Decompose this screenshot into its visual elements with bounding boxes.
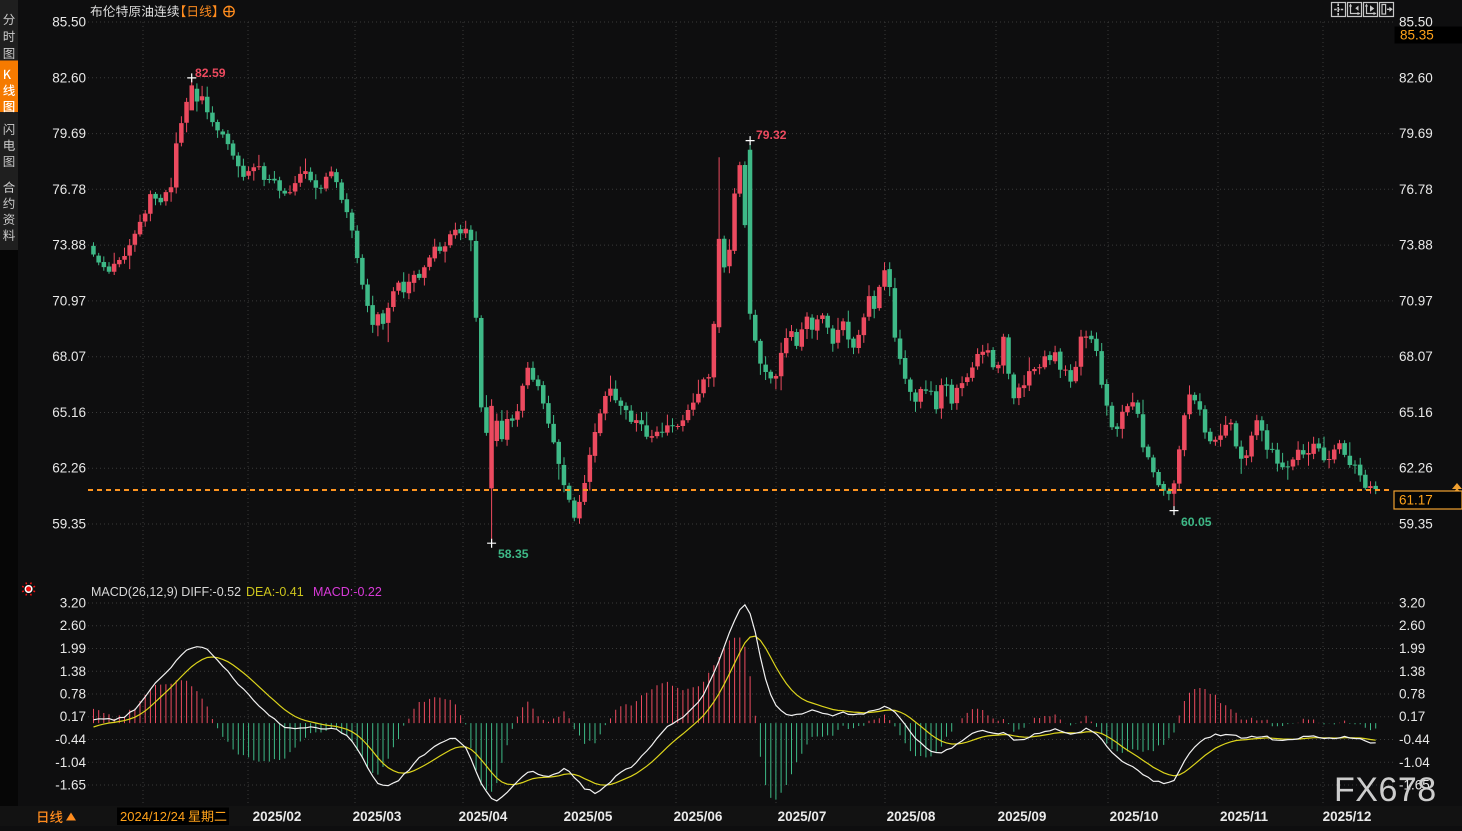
svg-text:-0.44: -0.44	[1399, 732, 1430, 747]
svg-text:3.20: 3.20	[1399, 596, 1425, 611]
svg-text:62.26: 62.26	[1399, 461, 1433, 476]
svg-text:2025/08: 2025/08	[887, 809, 936, 824]
svg-text:-1.04: -1.04	[1399, 755, 1430, 770]
svg-text:70.97: 70.97	[1399, 293, 1433, 308]
svg-text:2025/09: 2025/09	[998, 809, 1047, 824]
svg-text:2024/12/24: 2024/12/24	[120, 809, 185, 824]
svg-text:82.60: 82.60	[1399, 70, 1433, 85]
svg-text:70.97: 70.97	[52, 293, 86, 308]
svg-text:0.17: 0.17	[1399, 709, 1425, 724]
svg-text:-1.04: -1.04	[55, 755, 86, 770]
svg-text:59.35: 59.35	[52, 517, 86, 532]
svg-text:79.69: 79.69	[1399, 126, 1433, 141]
svg-text:1.38: 1.38	[1399, 664, 1425, 679]
svg-text:2025/07: 2025/07	[778, 809, 827, 824]
svg-text:60.05: 60.05	[1181, 515, 1212, 529]
svg-text:85.35: 85.35	[1400, 28, 1434, 43]
svg-text:68.07: 68.07	[52, 349, 86, 364]
svg-text:61.17: 61.17	[1399, 493, 1433, 508]
svg-text:58.35: 58.35	[498, 547, 529, 561]
svg-text:82.59: 82.59	[195, 66, 226, 80]
svg-text:85.50: 85.50	[52, 15, 86, 30]
svg-text:MACD(26,12,9) DIFF:-0.52: MACD(26,12,9) DIFF:-0.52	[91, 585, 241, 599]
svg-text:79.32: 79.32	[756, 128, 787, 142]
svg-text:82.60: 82.60	[52, 70, 86, 85]
svg-text:1.99: 1.99	[60, 641, 86, 656]
svg-text:2025/05: 2025/05	[564, 809, 613, 824]
svg-text:2.60: 2.60	[1399, 618, 1425, 633]
svg-text:65.16: 65.16	[52, 405, 86, 420]
svg-text:59.35: 59.35	[1399, 517, 1433, 532]
svg-text:-1.65: -1.65	[55, 778, 86, 793]
svg-text:MACD:-0.22: MACD:-0.22	[313, 585, 382, 599]
svg-text:2025/06: 2025/06	[674, 809, 723, 824]
svg-text:2025/10: 2025/10	[1110, 809, 1159, 824]
svg-text:2.60: 2.60	[60, 618, 86, 633]
svg-text:0.78: 0.78	[60, 687, 86, 702]
svg-text:2025/02: 2025/02	[253, 809, 302, 824]
svg-text:2025/11: 2025/11	[1220, 809, 1269, 824]
svg-text:1.99: 1.99	[1399, 641, 1425, 656]
svg-text:68.07: 68.07	[1399, 349, 1433, 364]
svg-text:65.16: 65.16	[1399, 405, 1433, 420]
svg-text:2025/12: 2025/12	[1323, 809, 1372, 824]
svg-text:0.17: 0.17	[60, 709, 86, 724]
svg-text:2025/03: 2025/03	[353, 809, 402, 824]
svg-text:73.88: 73.88	[1399, 238, 1433, 253]
svg-text:3.20: 3.20	[60, 596, 86, 611]
svg-text:76.78: 76.78	[52, 182, 86, 197]
svg-text:62.26: 62.26	[52, 461, 86, 476]
svg-text:FX678: FX678	[1334, 771, 1437, 809]
svg-text:2025/04: 2025/04	[459, 809, 508, 824]
svg-text:76.78: 76.78	[1399, 182, 1433, 197]
svg-text:79.69: 79.69	[52, 126, 86, 141]
svg-text:1.38: 1.38	[60, 664, 86, 679]
svg-text:-0.44: -0.44	[55, 732, 86, 747]
svg-text:73.88: 73.88	[52, 238, 86, 253]
svg-text:0.78: 0.78	[1399, 687, 1425, 702]
svg-text:DEA:-0.41: DEA:-0.41	[246, 585, 304, 599]
